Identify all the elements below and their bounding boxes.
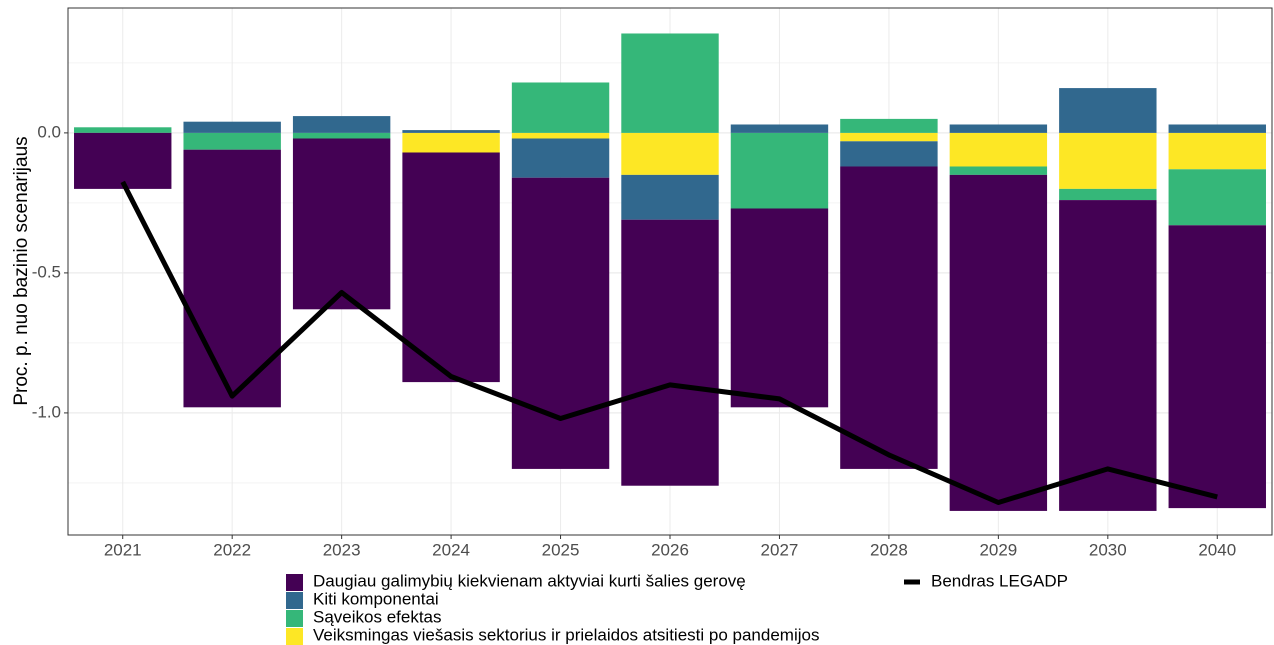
y-tick-label: -0.5: [32, 262, 61, 281]
x-tick-label: 2028: [870, 540, 908, 559]
bar-segment: [621, 132, 719, 175]
bar-segment: [74, 127, 172, 133]
x-tick-label: 2027: [761, 540, 799, 559]
bar-segment: [1168, 169, 1266, 226]
bar-segment: [1059, 188, 1157, 201]
bar-segment: [183, 149, 281, 408]
bar-segment: [1168, 225, 1266, 509]
bar-segment: [1059, 200, 1157, 511]
bar-segment: [949, 132, 1048, 167]
x-tick-label: 2023: [323, 540, 361, 559]
legend-key: [286, 592, 303, 609]
bar-segment: [511, 82, 610, 133]
legend-key: [286, 610, 303, 627]
bar-segment: [949, 174, 1048, 511]
bar-segment: [621, 33, 719, 133]
bar-segment: [949, 124, 1048, 133]
legend-key: [286, 628, 303, 645]
bar-segment: [840, 132, 938, 142]
bar-segment: [621, 219, 719, 486]
bar-segment: [1059, 132, 1157, 189]
bar-segment: [511, 132, 610, 139]
bar-segment: [840, 141, 938, 167]
x-tick-label: 2024: [432, 540, 470, 559]
legend-label: Kiti komponentai: [313, 589, 439, 608]
x-tick-label: 2025: [542, 540, 580, 559]
bar-segment: [183, 121, 281, 133]
x-tick-label: 2030: [1089, 540, 1127, 559]
bar-segment: [949, 166, 1048, 175]
bar-segment: [74, 132, 172, 189]
bar-segment: [183, 132, 281, 150]
x-tick-label: 2021: [104, 540, 142, 559]
legend-label: Sąveikos efektas: [313, 607, 442, 626]
y-tick-label: 0.0: [37, 122, 61, 141]
bar-segment: [730, 132, 829, 209]
total-line: [120, 180, 1218, 506]
legend-key: [286, 574, 303, 591]
bar-segment: [402, 152, 500, 383]
x-tick-label: 2022: [213, 540, 251, 559]
bar-segment: [840, 118, 938, 133]
x-tick-label: 2029: [979, 540, 1017, 559]
bar-segment: [292, 138, 391, 310]
bar-segment: [730, 124, 829, 133]
bar-segment: [840, 166, 938, 469]
bar-segment: [511, 177, 610, 469]
bar-segment: [1168, 124, 1266, 133]
legend-label: Bendras LEGADP: [931, 571, 1068, 590]
bar-segment: [511, 138, 610, 178]
legend-label: Daugiau galimybių kiekvienam aktyviai ku…: [313, 571, 746, 590]
bar-segment: [292, 132, 391, 139]
bar-segment: [292, 116, 391, 133]
bar-segment: [402, 130, 500, 133]
x-tick-label: 2040: [1198, 540, 1236, 559]
x-tick-label: 2026: [651, 540, 689, 559]
bar-segment: [402, 132, 500, 153]
y-axis-label: Proc. p. nuo bazinio scenarijaus: [11, 136, 32, 405]
legend-label: Veiksmingas viešasis sektorius ir priela…: [313, 625, 819, 644]
bar-segment: [621, 174, 719, 220]
bar-segment: [1059, 88, 1157, 133]
bar-segment: [1168, 132, 1266, 170]
y-tick-label: -1.0: [32, 402, 61, 421]
bar-segment: [730, 208, 829, 408]
